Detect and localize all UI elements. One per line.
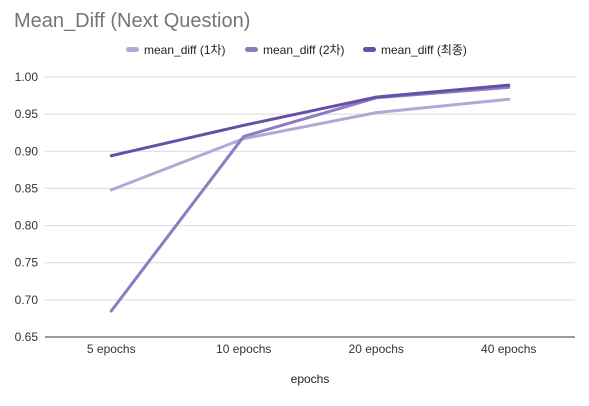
y-tick-label: 0.80 — [15, 219, 39, 233]
x-axis-title: epochs — [291, 372, 330, 386]
series-line-3 — [109, 83, 511, 158]
y-tick-label: 0.75 — [15, 256, 39, 270]
y-tick-label: 1.00 — [15, 70, 39, 84]
x-tick-label: 5 epochs — [87, 342, 136, 356]
x-tick-label: 10 epochs — [216, 342, 271, 356]
y-tick-label: 0.65 — [15, 330, 39, 344]
legend-swatch — [126, 47, 139, 52]
series-line-2 — [109, 85, 511, 313]
legend-label: mean_diff (2차) — [263, 43, 345, 57]
y-tick-label: 0.70 — [15, 293, 39, 307]
series-lines — [109, 83, 511, 313]
series-line-1 — [109, 97, 511, 192]
legend-swatch — [245, 47, 258, 52]
chart-title: Mean_Diff (Next Question) — [14, 10, 250, 32]
y-axis-ticks: 0.65 0.70 0.75 0.80 0.85 0.90 0.95 1.00 — [15, 70, 39, 344]
y-tick-label: 0.95 — [15, 107, 39, 121]
y-tick-label: 0.85 — [15, 181, 39, 195]
legend-label: mean_diff (최종) — [381, 43, 467, 57]
legend-label: mean_diff (1차) — [144, 43, 226, 57]
x-tick-label: 40 epochs — [481, 342, 536, 356]
y-tick-label: 0.90 — [15, 144, 39, 158]
x-tick-label: 20 epochs — [349, 342, 404, 356]
legend-swatch — [363, 47, 376, 52]
legend: mean_diff (1차) mean_diff (2차) mean_diff (최… — [126, 43, 467, 57]
x-axis-ticks: 5 epochs 10 epochs 20 epochs 40 epochs — [87, 342, 537, 356]
